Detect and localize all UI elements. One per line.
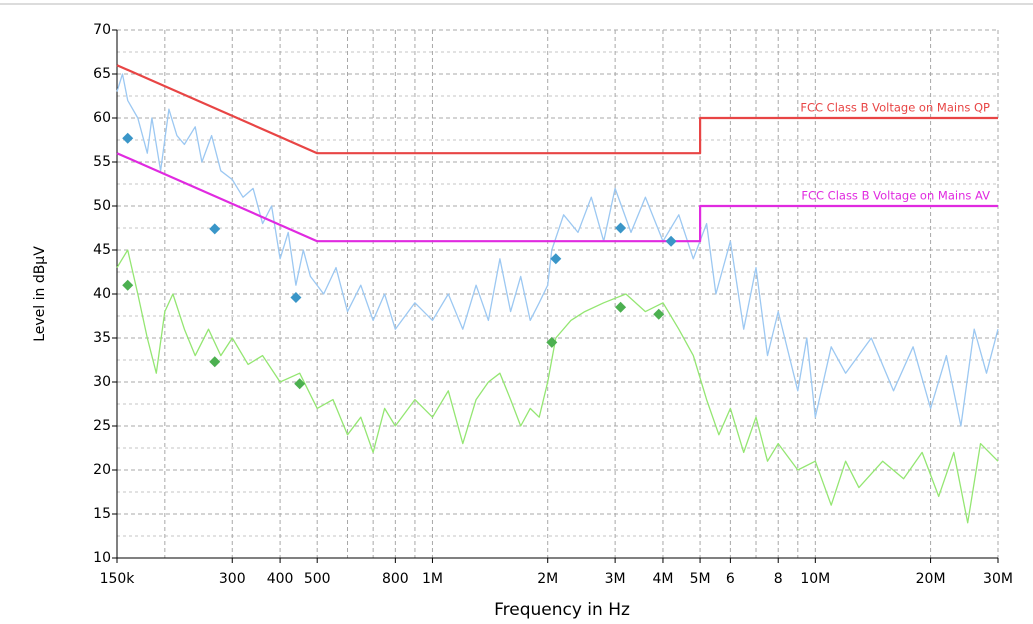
y-tick-label: 45 (93, 242, 111, 258)
x-tick-label: 400 (267, 571, 294, 587)
y-tick-label: 60 (93, 110, 111, 126)
y-axis-label: Level in dBµV (32, 246, 48, 342)
marker (294, 378, 306, 390)
x-tick-label: 5M (690, 571, 711, 587)
x-tick-label: 4M (652, 571, 673, 587)
x-tick-label: 8 (774, 571, 783, 587)
y-tick-label: 25 (93, 418, 111, 434)
x-tick-label: 20M (916, 571, 946, 587)
x-tick-label: 30M (983, 571, 1013, 587)
marker (615, 222, 627, 234)
x-tick-label: 300 (219, 571, 246, 587)
y-tick-label: 15 (93, 506, 111, 522)
y-tick-label: 55 (93, 154, 111, 170)
y-tick-label: 70 (93, 22, 111, 38)
x-axis-label: Frequency in Hz (494, 600, 630, 620)
marker (665, 235, 677, 247)
trace-line (116, 73, 999, 427)
x-tick-label: 10M (800, 571, 830, 587)
y-tick-label: 50 (93, 198, 111, 214)
trace-line (116, 152, 998, 243)
y-tick-label: 10 (93, 550, 111, 566)
y-tick-label: 20 (93, 462, 111, 478)
x-tick-label: 1M (422, 571, 443, 587)
y-tick-label: 35 (93, 330, 111, 346)
marker (290, 292, 302, 304)
limit-label: FCC Class B Voltage on Mains QP (800, 101, 990, 115)
marker (653, 308, 665, 320)
y-tick-label: 65 (93, 66, 111, 82)
x-tick-label: 150k (100, 571, 136, 587)
x-tick-label: 3M (605, 571, 626, 587)
marker (550, 253, 562, 265)
trace-line (116, 249, 999, 524)
marker (122, 279, 134, 291)
x-tick-label: 6 (726, 571, 735, 587)
x-tick-label: 500 (304, 571, 331, 587)
limit-label: FCC Class B Voltage on Mains AV (801, 189, 990, 203)
marker (209, 223, 221, 235)
marker (615, 301, 627, 313)
marker (546, 336, 558, 348)
y-tick-label: 30 (93, 374, 111, 390)
y-tick-label: 40 (93, 286, 111, 302)
marker (209, 356, 221, 368)
x-tick-label: 2M (537, 571, 558, 587)
x-tick-label: 800 (382, 571, 409, 587)
trace-line (116, 64, 998, 155)
marker (122, 132, 134, 144)
